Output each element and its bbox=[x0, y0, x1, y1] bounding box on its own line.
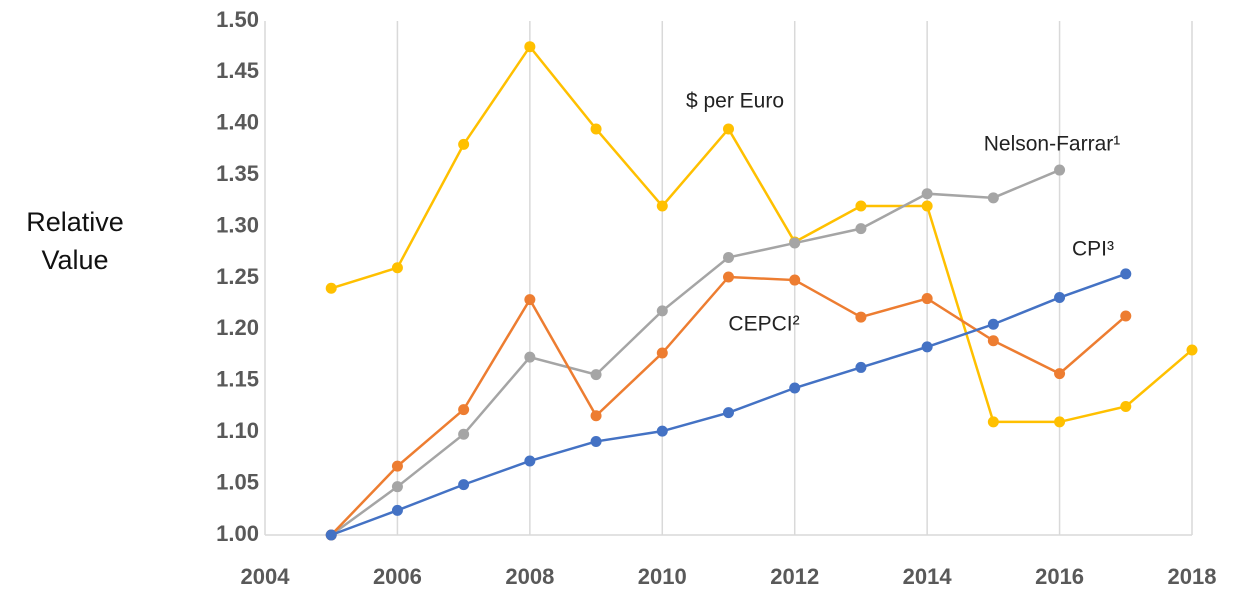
y-tick-label: 1.30 bbox=[216, 212, 259, 237]
point bbox=[590, 369, 602, 381]
point bbox=[391, 481, 403, 493]
point bbox=[325, 282, 337, 294]
point bbox=[458, 479, 470, 491]
point bbox=[325, 529, 337, 541]
point bbox=[1120, 401, 1132, 412]
point bbox=[590, 410, 602, 422]
point bbox=[921, 188, 933, 200]
point bbox=[524, 351, 536, 363]
point bbox=[723, 407, 734, 419]
x-tick-label: 2004 bbox=[241, 564, 291, 589]
x-tick-label: 2006 bbox=[373, 564, 422, 589]
series-label: $ per Euro bbox=[686, 90, 784, 113]
x-tick-label: 2010 bbox=[638, 564, 687, 589]
series-label: CEPCI² bbox=[728, 313, 799, 336]
point bbox=[987, 192, 999, 204]
series-line bbox=[330, 44, 1193, 424]
x-tick-label: 2016 bbox=[1035, 564, 1084, 589]
series-line bbox=[330, 168, 1061, 537]
series-label: CPI³ bbox=[1072, 238, 1114, 261]
point bbox=[1120, 310, 1132, 322]
point bbox=[855, 223, 867, 235]
y-tick-label: 1.00 bbox=[216, 521, 259, 546]
x-tick-label: 2008 bbox=[505, 564, 554, 589]
point bbox=[987, 416, 999, 428]
point bbox=[855, 311, 867, 323]
point bbox=[524, 294, 536, 306]
point bbox=[921, 293, 933, 305]
point bbox=[1186, 344, 1198, 356]
y-axis-label: Relative Value bbox=[26, 207, 124, 275]
y-tick-label: 1.15 bbox=[216, 367, 259, 392]
point bbox=[1054, 164, 1066, 176]
x-tick-label: 2012 bbox=[770, 564, 819, 589]
point bbox=[524, 41, 536, 53]
y-tick-label: 1.05 bbox=[216, 469, 259, 494]
point bbox=[1054, 292, 1066, 304]
point bbox=[590, 123, 602, 135]
point bbox=[855, 361, 867, 373]
point bbox=[987, 335, 999, 347]
y-tick-label: 1.10 bbox=[216, 418, 259, 443]
y-tick-label: 1.20 bbox=[216, 315, 259, 340]
point bbox=[1054, 416, 1066, 428]
y-tick-label: 1.50 bbox=[216, 7, 259, 32]
point bbox=[656, 347, 668, 359]
point bbox=[656, 305, 668, 317]
y-tick-label: 1.35 bbox=[216, 161, 259, 186]
y-tick-label: 1.25 bbox=[216, 264, 259, 289]
y-tick-label: 1.45 bbox=[216, 58, 259, 83]
point bbox=[524, 455, 536, 467]
point bbox=[458, 138, 470, 150]
point bbox=[458, 428, 470, 440]
point bbox=[391, 262, 403, 274]
x-tick-label: 2018 bbox=[1168, 564, 1217, 589]
point bbox=[656, 425, 668, 437]
point bbox=[590, 435, 602, 447]
point bbox=[656, 200, 668, 212]
point bbox=[789, 382, 801, 394]
point bbox=[391, 460, 403, 472]
point bbox=[458, 404, 470, 416]
point bbox=[789, 237, 801, 249]
point bbox=[855, 200, 867, 212]
point bbox=[723, 123, 734, 135]
point bbox=[723, 271, 734, 283]
x-tick-label: 2014 bbox=[903, 564, 953, 589]
point bbox=[1120, 268, 1132, 280]
point bbox=[921, 341, 933, 353]
point bbox=[1054, 368, 1066, 380]
y-tick-label: 1.40 bbox=[216, 110, 259, 135]
series-label: Nelson-Farrar¹ bbox=[984, 133, 1121, 156]
point bbox=[987, 318, 999, 330]
point bbox=[789, 274, 801, 286]
point bbox=[391, 504, 403, 516]
point bbox=[921, 200, 933, 212]
point bbox=[723, 251, 734, 263]
